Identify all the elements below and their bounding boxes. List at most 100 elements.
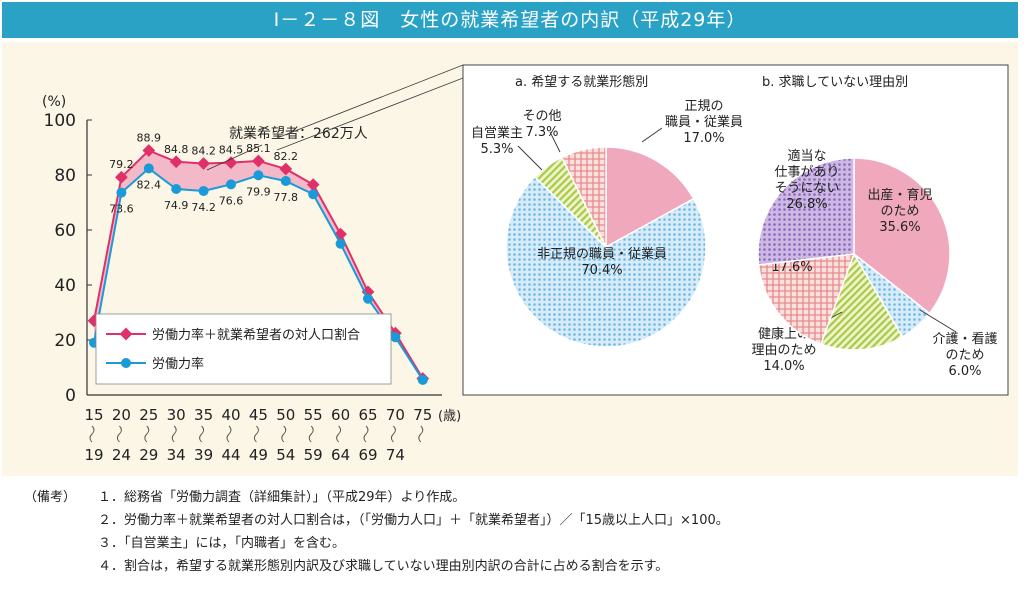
x-range-tilde (199, 425, 205, 443)
note-item: ４．割合は，希望する就業形態別内訳及び求職していない理由別内訳の合計に占める割合… (98, 559, 669, 574)
data-point (171, 184, 182, 195)
x-tick-label-top: 55 (304, 406, 323, 424)
x-tick-label-top: 75 (413, 406, 432, 424)
pie-slice-label: 5.3% (480, 142, 513, 157)
pie-slice-label: 理由のため (751, 343, 816, 358)
annotation-label: 就業希望者：262万人 (229, 126, 368, 142)
data-point (115, 170, 128, 184)
chart-panel: (%) 0 20 40 60 80 100 79.2 88.9 84.8 84.2 84.5 85.… (2, 42, 1018, 476)
x-range-tilde (89, 425, 95, 443)
legend-label-red: 労働力率＋就業希望者の対人口割合 (152, 327, 360, 343)
legend: 労働力率＋就業希望者の対人口割合 労働力率 (95, 313, 392, 385)
pie-slice (757, 157, 855, 266)
pie-slice-label: 仕事があり (774, 165, 839, 180)
callout-line-bottom (276, 77, 464, 151)
data-label: 79.9 (246, 185, 271, 198)
y-tick-label: 0 (65, 386, 76, 406)
x-tick-label-top: 45 (249, 406, 268, 424)
data-point (224, 156, 238, 169)
x-tick-label-top: 20 (112, 406, 131, 424)
x-range-tilde (171, 425, 177, 443)
data-point (306, 178, 320, 191)
pie-leader-line (641, 127, 663, 143)
data-point (280, 176, 291, 187)
x-tick-label-top: 15 (84, 406, 103, 424)
data-point (363, 293, 373, 304)
x-unit-label: (歳) (438, 409, 461, 424)
data-label: 76.6 (219, 194, 244, 207)
notes: （備考） １．総務省「労働力調査（詳細集計）」（平成29年）より作成。 ２．労働… (10, 486, 1010, 586)
x-tick-label-bottom: 24 (112, 446, 131, 464)
data-label: 79.2 (109, 158, 134, 171)
x-tick-label-top: 40 (221, 406, 240, 424)
x-range-tilde (144, 425, 150, 443)
x-range-tilde (308, 425, 314, 443)
series-blue: 73.682.474.9 74.276.679.9 77.8 (89, 163, 428, 385)
data-label: 82.2 (274, 150, 299, 163)
x-range-tilde (226, 425, 232, 443)
x-range-tilde (281, 425, 287, 443)
pie-slice (505, 175, 707, 348)
pie-slice-label: 適当な (787, 148, 826, 164)
data-label: 84.2 (191, 144, 216, 157)
data-point (198, 185, 209, 196)
pie-chart-b: 出産・育児のため35.6%介護・看護のため6.0%健康上の理由のため14.0%そ… (751, 148, 997, 379)
callout-line-top (276, 64, 464, 139)
x-tick-label-bottom: 29 (139, 446, 158, 464)
pie-leader-line (549, 131, 561, 153)
pie-slice-label: 介護・看護 (932, 331, 997, 347)
chart-canvas: (%) 0 20 40 60 80 100 79.288.984.8 84.2 84.5 85.… (42, 64, 1009, 464)
pie-leader-line (919, 309, 957, 333)
data-label: 74.9 (164, 199, 189, 212)
x-range-tilde (253, 425, 259, 443)
pie-slice-label: 正規の (684, 99, 723, 114)
pie-slice-label: 35.6% (879, 220, 920, 235)
pie-slice (605, 146, 695, 249)
x-tick-label-bottom: 19 (84, 446, 103, 464)
y-tick-label: 80 (54, 166, 76, 186)
pie-b-title: b. 求職していない理由別 (762, 75, 908, 90)
note-item: ３．「自営業主」には，「内職者」を含む。 (98, 536, 346, 551)
x-tick-label-top: 30 (167, 406, 186, 424)
x-tick-label-bottom: 49 (249, 446, 268, 464)
legend-marker-blue (121, 358, 131, 368)
gap-band-area (94, 150, 423, 380)
gap-band (94, 150, 423, 380)
legend-box (95, 313, 392, 385)
series-lines: 79.288.984.8 84.2 84.5 85.182.273.682.474.9… (87, 132, 430, 385)
data-point (308, 189, 319, 200)
x-tick-label-bottom: 64 (331, 446, 350, 464)
data-point (279, 162, 293, 176)
pie-slice-label: 26.8% (786, 197, 827, 212)
data-label: 88.9 (137, 132, 162, 145)
pie-slice-label: そうにない (774, 181, 839, 196)
pie-slice-label: 17.0% (683, 131, 724, 146)
data-point (253, 170, 264, 181)
y-tick-label: 100 (44, 111, 76, 131)
data-point (116, 187, 127, 198)
data-point (169, 155, 183, 169)
annotation-leader (206, 144, 263, 171)
legend-label-blue: 労働力率 (152, 356, 204, 372)
pie-slice-label: 自営業主 (471, 125, 523, 141)
pie-slice-label: のため (880, 204, 919, 219)
line-chart: (%) 0 20 40 60 80 100 79.288.984.8 84.2 84.5 85.… (42, 94, 461, 464)
data-label: 84.8 (164, 143, 189, 156)
x-range-tilde (363, 425, 369, 443)
x-tick-label-bottom: 39 (194, 446, 213, 464)
x-range-tilde (336, 425, 342, 443)
pie-slice (853, 157, 951, 315)
x-tick-label-top: 65 (358, 406, 377, 424)
data-label: 74.2 (191, 201, 216, 214)
notes-prefix: （備考） (24, 490, 77, 505)
pie-slice-label: 6.0% (948, 364, 981, 379)
x-tick-label-top: 60 (331, 406, 350, 424)
pie-slice-label: 非正規の職員・従業員 (537, 246, 667, 262)
data-point (197, 157, 210, 170)
y-axis: 0 20 40 60 80 100 (44, 111, 92, 406)
data-label: 73.6 (109, 203, 134, 216)
pie-slice-label: 出産・育児 (867, 187, 932, 203)
data-point (142, 144, 156, 157)
data-label: 85.1 (246, 142, 271, 155)
